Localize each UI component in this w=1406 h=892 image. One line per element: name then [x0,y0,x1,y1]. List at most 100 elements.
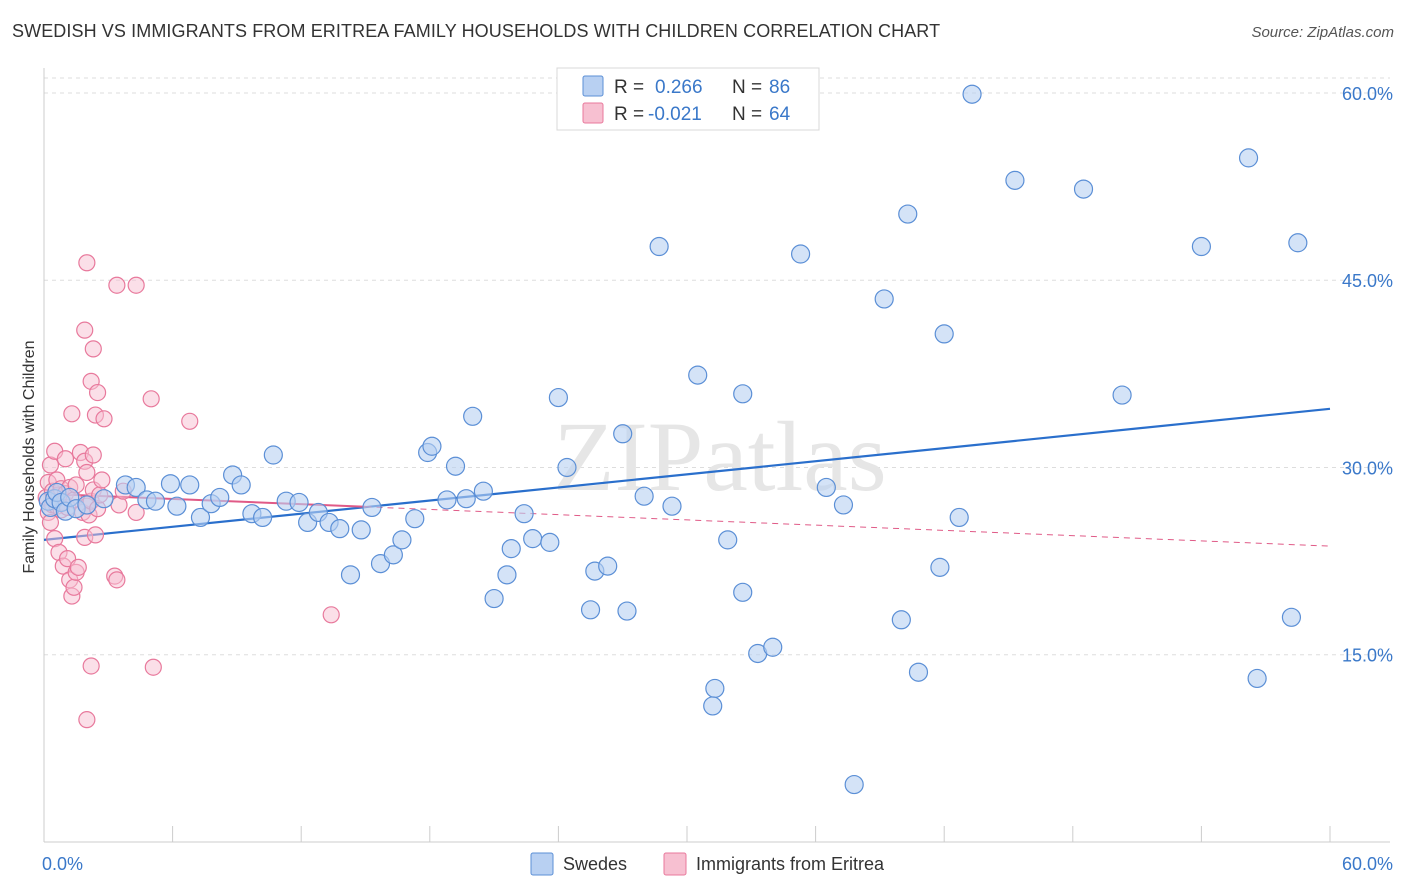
point-eritrea [95,410,113,428]
legend-n-value-2: 64 [769,104,791,125]
point-swedes [392,530,412,550]
point-swedes [190,507,211,528]
legend-bottom-swatch-eritrea [663,852,687,876]
point-swedes [231,475,251,495]
point-swedes [126,477,146,498]
point-swedes [763,637,783,657]
point-swedes [145,491,166,511]
point-swedes [934,324,954,344]
point-swedes [613,424,633,444]
point-swedes [874,289,894,309]
svg-text:R = -0.021 N =: R = -0.021 N = 64 [614,104,791,125]
point-swedes [1191,236,1212,257]
point-swedes [437,490,457,510]
point-swedes [497,565,517,585]
point-swedes [617,601,637,621]
point-swedes [1247,668,1267,689]
legend-r-label-1: R = [614,77,649,98]
point-eritrea [69,558,87,576]
point-swedes [94,489,114,509]
point-swedes [289,492,309,513]
point-swedes [557,457,577,478]
point-swedes [340,565,361,585]
legend-r-label-2: R = [614,104,649,125]
point-swedes [1281,607,1302,627]
point-swedes [422,436,442,456]
point-swedes [263,445,283,465]
point-swedes [540,532,560,552]
svg-text:R = 0.266 N =: R = 0.266 N = 86 [614,77,790,98]
gridlines [44,77,1390,656]
point-swedes [908,662,929,682]
point-swedes [253,507,273,528]
chart-title: SWEDISH VS IMMIGRANTS FROM ERITREA FAMIL… [12,21,941,41]
point-eritrea [144,658,162,676]
point-swedes [514,504,534,524]
watermark-text: ZIPatlas [553,401,886,512]
point-swedes [1112,385,1132,405]
point-swedes [1005,170,1025,190]
point-swedes [718,530,738,550]
point-swedes [362,497,382,518]
legend-bottom-label-swedes: Swedes [563,854,627,874]
point-eritrea [181,412,199,430]
y-axis-label: Family Households with Children [21,341,38,574]
legend-bottom-label-eritrea: Immigrants from Eritrea [696,854,885,874]
point-swedes [484,588,504,609]
point-swedes [463,406,483,426]
point-swedes [1073,179,1094,199]
legend-top: R = 0.266 N = 86 R = -0.021 N = 64 [556,67,820,131]
x-tick-label-max: 60.0% [1342,854,1393,874]
point-eritrea [93,471,111,489]
point-swedes [501,539,521,559]
point-swedes [473,481,493,501]
x-tick-label-min: 0.0% [42,854,83,874]
point-swedes [703,696,723,716]
point-eritrea [76,321,94,339]
point-swedes [898,204,918,224]
point-swedes [523,529,543,549]
point-swedes [833,495,854,515]
source-label: Source: ZipAtlas.com [1251,24,1394,41]
point-swedes [456,489,476,509]
point-eritrea [82,657,100,675]
point-swedes [445,456,466,476]
axes: 15.0% 30.0% 45.0% 60.0% [43,68,1393,843]
point-swedes [1238,148,1259,168]
y-tick-label: 30.0% [1342,458,1393,478]
point-swedes [210,487,230,508]
point-swedes [688,365,708,385]
point-swedes [705,678,725,699]
point-swedes [733,582,753,602]
point-eritrea [78,254,96,272]
point-swedes [598,556,618,576]
legend-n-value-1: 86 [769,77,790,98]
point-eritrea [63,405,81,423]
point-eritrea [322,606,340,624]
legend-bottom-swatch-swedes [530,852,554,876]
point-swedes [351,520,371,540]
point-swedes [383,545,403,565]
point-swedes [662,496,682,516]
point-eritrea [86,526,105,544]
point-eritrea [78,463,96,482]
y-tick-label: 60.0% [1342,84,1393,104]
point-eritrea [127,276,145,294]
point-swedes [790,244,811,264]
point-swedes [733,384,753,404]
point-eritrea [108,276,126,294]
legend-n-label-1: N = [732,77,767,98]
legend-r-value-2: -0.021 [648,104,702,125]
point-eritrea [127,503,145,522]
point-eritrea [108,571,126,589]
point-swedes [962,84,982,104]
point-swedes [844,774,864,795]
point-swedes [891,610,911,630]
data-points [37,84,1308,795]
legend-swatch-eritrea [582,102,604,124]
point-swedes [405,509,425,529]
point-swedes [580,600,601,620]
point-eritrea [84,446,102,464]
point-swedes [180,475,200,495]
